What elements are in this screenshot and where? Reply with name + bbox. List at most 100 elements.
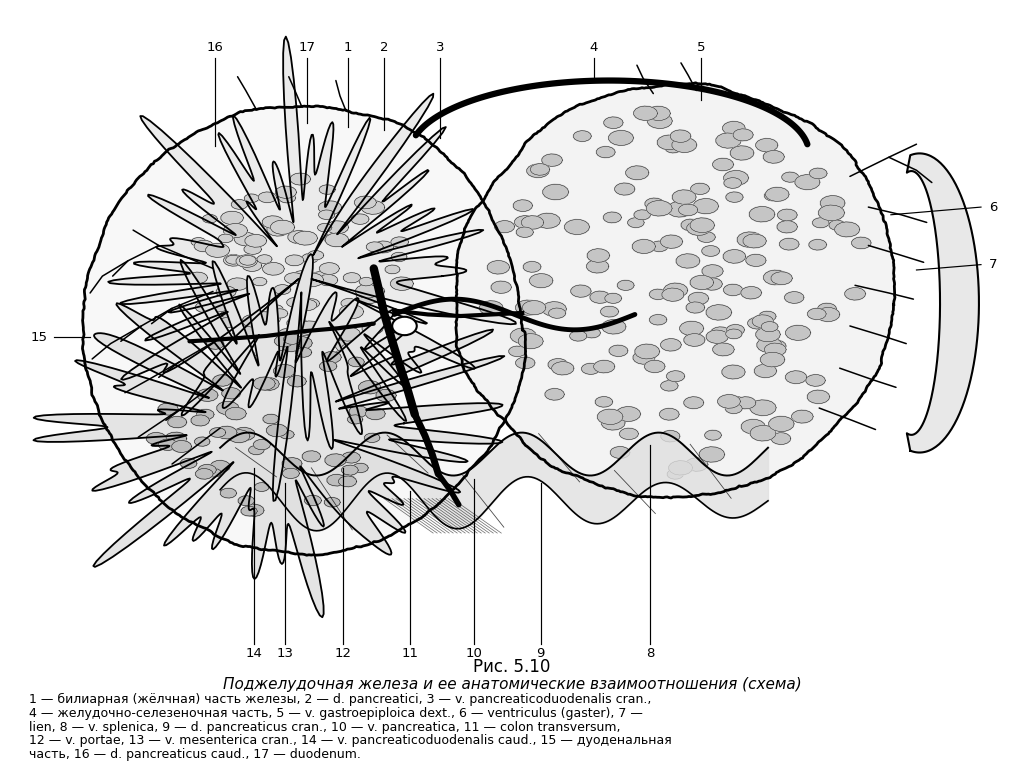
Polygon shape <box>756 139 778 152</box>
Polygon shape <box>761 352 784 367</box>
Polygon shape <box>263 262 285 275</box>
Polygon shape <box>274 335 294 347</box>
Polygon shape <box>667 370 685 382</box>
Polygon shape <box>272 309 288 318</box>
Polygon shape <box>684 334 706 347</box>
Polygon shape <box>628 218 644 228</box>
Polygon shape <box>217 401 239 415</box>
Polygon shape <box>210 428 225 437</box>
Polygon shape <box>258 192 276 202</box>
Polygon shape <box>753 314 773 328</box>
Polygon shape <box>221 310 237 318</box>
Polygon shape <box>784 291 804 303</box>
Polygon shape <box>765 343 786 356</box>
Polygon shape <box>620 428 638 439</box>
Polygon shape <box>829 220 846 230</box>
Polygon shape <box>218 234 233 242</box>
Polygon shape <box>302 451 321 462</box>
Polygon shape <box>319 262 339 275</box>
Polygon shape <box>319 361 337 371</box>
Polygon shape <box>647 114 673 128</box>
Polygon shape <box>596 146 615 158</box>
Polygon shape <box>741 420 765 434</box>
Polygon shape <box>688 292 709 304</box>
Polygon shape <box>693 220 713 232</box>
Polygon shape <box>263 414 280 424</box>
Polygon shape <box>769 416 795 432</box>
Polygon shape <box>727 324 744 335</box>
Polygon shape <box>159 439 177 450</box>
Polygon shape <box>266 424 288 436</box>
Polygon shape <box>206 243 229 258</box>
Polygon shape <box>365 433 380 443</box>
Polygon shape <box>258 377 280 390</box>
Polygon shape <box>359 278 374 286</box>
Polygon shape <box>239 495 255 505</box>
Polygon shape <box>771 272 793 285</box>
Polygon shape <box>755 364 776 377</box>
Polygon shape <box>723 121 745 135</box>
Polygon shape <box>226 255 241 264</box>
Polygon shape <box>492 281 511 293</box>
Polygon shape <box>713 343 734 356</box>
Polygon shape <box>356 290 380 304</box>
Polygon shape <box>513 200 532 212</box>
Polygon shape <box>725 397 748 410</box>
Polygon shape <box>711 327 731 339</box>
Polygon shape <box>521 216 544 229</box>
Polygon shape <box>207 339 224 349</box>
Text: 17: 17 <box>299 41 315 54</box>
Polygon shape <box>479 301 503 315</box>
Polygon shape <box>342 363 359 374</box>
Polygon shape <box>523 262 541 272</box>
Polygon shape <box>646 200 672 216</box>
Polygon shape <box>699 447 725 463</box>
Polygon shape <box>188 272 208 284</box>
Polygon shape <box>777 221 798 233</box>
Polygon shape <box>771 433 791 444</box>
Polygon shape <box>456 83 895 498</box>
Polygon shape <box>633 351 655 364</box>
Polygon shape <box>324 234 340 243</box>
Polygon shape <box>109 37 516 501</box>
Polygon shape <box>287 343 310 357</box>
Polygon shape <box>210 301 228 312</box>
Polygon shape <box>280 328 295 338</box>
Polygon shape <box>199 465 216 476</box>
Polygon shape <box>236 350 255 361</box>
Polygon shape <box>318 275 338 286</box>
Polygon shape <box>529 274 553 288</box>
Text: 13: 13 <box>276 647 293 660</box>
Polygon shape <box>243 314 264 328</box>
Polygon shape <box>763 150 784 163</box>
Polygon shape <box>288 231 310 244</box>
Polygon shape <box>548 359 568 370</box>
Text: 5: 5 <box>697 41 706 54</box>
Polygon shape <box>207 469 221 477</box>
Polygon shape <box>257 255 272 264</box>
Polygon shape <box>634 210 650 220</box>
Polygon shape <box>318 210 335 219</box>
Polygon shape <box>741 287 762 299</box>
Polygon shape <box>376 390 396 402</box>
Text: 16: 16 <box>207 41 223 54</box>
Polygon shape <box>745 255 766 266</box>
Polygon shape <box>702 265 723 278</box>
Polygon shape <box>341 343 360 354</box>
Polygon shape <box>334 350 354 362</box>
Polygon shape <box>323 366 340 377</box>
Polygon shape <box>601 306 618 317</box>
Polygon shape <box>676 254 699 268</box>
Polygon shape <box>726 329 742 339</box>
Text: Поджелудочная железа и ее анатомические взаимоотношения (схема): Поджелудочная железа и ее анатомические … <box>222 676 802 692</box>
Polygon shape <box>228 430 250 443</box>
Polygon shape <box>570 285 591 298</box>
Polygon shape <box>227 278 249 291</box>
Polygon shape <box>342 452 360 463</box>
Polygon shape <box>716 133 741 148</box>
Polygon shape <box>323 351 341 363</box>
Polygon shape <box>195 240 214 252</box>
Polygon shape <box>256 311 273 322</box>
Text: Рис. 5.10: Рис. 5.10 <box>473 658 551 676</box>
Polygon shape <box>358 380 381 394</box>
